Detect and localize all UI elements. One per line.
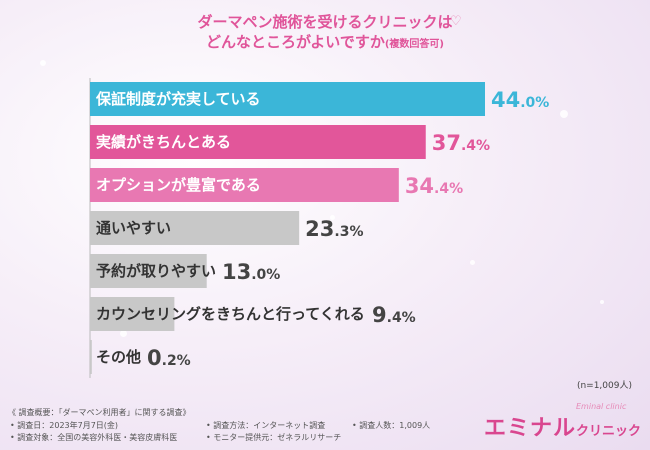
- value-int-0: 44: [491, 88, 520, 112]
- value-label-1: 37.4%: [432, 131, 490, 155]
- bar-6: [90, 340, 92, 374]
- bar-3: [90, 211, 300, 245]
- category-label-6: その他: [96, 348, 141, 366]
- bar-5: [90, 297, 175, 331]
- value-int-6: 0: [147, 346, 162, 370]
- value-int-3: 23: [305, 217, 334, 241]
- value-dec-1: .4%: [461, 138, 490, 154]
- value-label-2: 34.4%: [405, 174, 463, 198]
- bar-2: [90, 168, 399, 202]
- category-label-0: 保証制度が充実している: [95, 90, 261, 108]
- bar-chart: 保証制度が充実している 44.0%実績がきちんとある 37.4%オプションが豊富であ…: [89, 78, 549, 378]
- title-note: (複数回答可): [384, 39, 444, 50]
- value-int-1: 37: [432, 131, 461, 155]
- category-label-2: オプションが豊富である: [96, 176, 261, 194]
- logo-main: エミナル: [484, 416, 577, 441]
- title-line2: どんなところがよいですか: [206, 33, 385, 51]
- survey-overview: 《 調査概要：「ダーマペン利用者」に関する調査》: [8, 408, 191, 417]
- survey-people: • 調査人数：1,009人: [352, 421, 431, 430]
- bar-1: [90, 125, 426, 159]
- category-label-4: 予約が取りやすい: [96, 262, 216, 280]
- value-dec-6: .2%: [162, 353, 191, 369]
- survey-provider: • モニター提供元：ゼネラルリサーチ: [206, 433, 342, 442]
- heart-icon: ♡: [450, 14, 462, 29]
- title-line1: ダーマペン施術を受けるクリニックは: [197, 13, 453, 31]
- value-dec-2: .4%: [434, 181, 463, 197]
- value-label-4: 13.0%: [222, 260, 280, 284]
- category-label-5: カウンセリングをきちんと行ってくれる: [96, 305, 365, 323]
- value-label-3: 23.3%: [305, 217, 363, 241]
- value-label-6: 0.2%: [147, 346, 191, 370]
- sample-size: (n=1,009人): [576, 381, 632, 391]
- value-dec-3: .3%: [334, 224, 363, 240]
- category-label-1: 実績がきちんとある: [96, 133, 231, 151]
- logo-sub: クリニック: [576, 424, 642, 439]
- value-label-5: 9.4%: [372, 303, 416, 327]
- value-dec-5: .4%: [387, 310, 416, 326]
- survey-date: • 調査日：2023年7月7日(金): [10, 421, 119, 430]
- value-dec-0: .0%: [520, 95, 549, 111]
- value-int-4: 13: [222, 260, 251, 284]
- value-label-0: 44.0%: [491, 88, 549, 112]
- logo-english: Eminal clinic: [576, 402, 627, 411]
- survey-target: • 調査対象：全国の美容外科医・美容皮膚科医: [10, 433, 178, 442]
- value-int-5: 9: [372, 303, 387, 327]
- clinic-logo: Eminal clinic エミナル クリニック: [484, 400, 644, 441]
- value-dec-4: .0%: [251, 267, 280, 283]
- survey-method: • 調査方法：インターネット調査: [206, 421, 326, 430]
- bar-0: [90, 82, 485, 116]
- chart-title: ダーマペン施術を受けるクリニックは どんなところがよいですか(複数回答可): [0, 12, 650, 55]
- category-label-3: 通いやすい: [96, 219, 171, 237]
- value-int-2: 34: [405, 174, 434, 198]
- bar-4: [90, 254, 207, 288]
